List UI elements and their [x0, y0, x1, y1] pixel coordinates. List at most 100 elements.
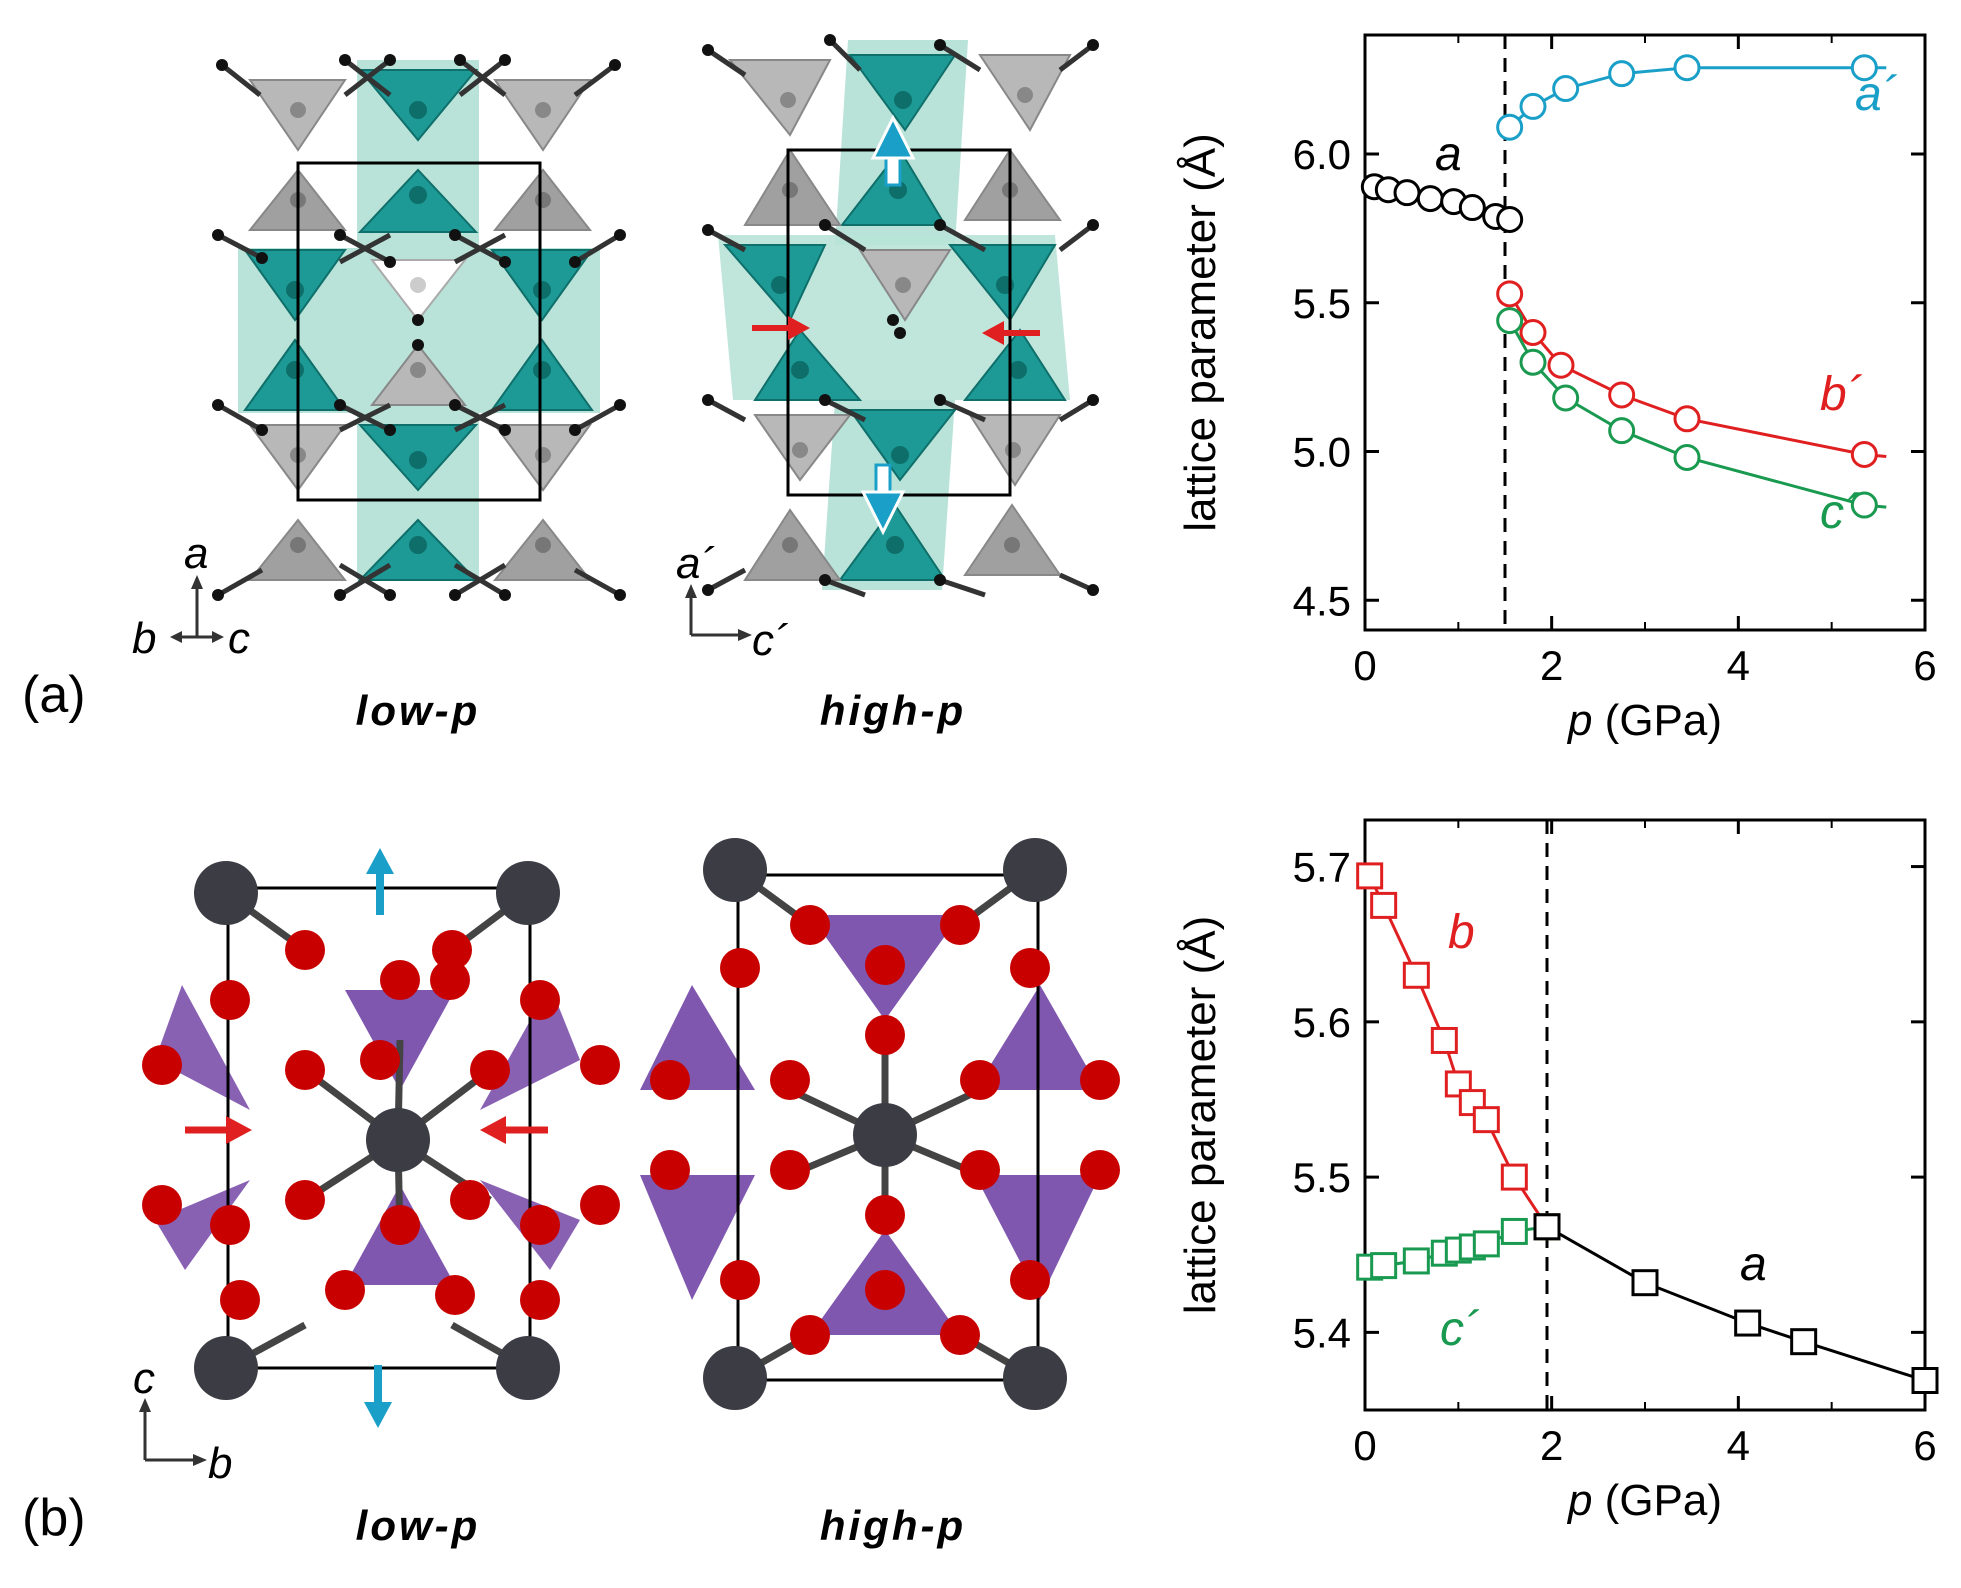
high-p-label-a: high-p — [820, 687, 966, 734]
panel-b-low-p-structure — [142, 848, 620, 1428]
cyan-arrow-up — [366, 848, 394, 915]
panel-b-low-axes: c b — [133, 1354, 232, 1488]
data-point — [1734, 1309, 1762, 1337]
x-tick-label: 2 — [1540, 642, 1563, 689]
panel-a-high-axes: a´ c´ — [676, 539, 789, 665]
purple-tetrahedron — [155, 985, 250, 1110]
gray-tetrahedron — [727, 59, 832, 137]
x-axis-title: p (GPa) — [1566, 1476, 1722, 1525]
data-point — [1496, 280, 1524, 308]
red-arrow-left — [480, 1116, 548, 1144]
y-tick-label: 5.6 — [1293, 999, 1351, 1046]
axis-label-b: b — [132, 614, 156, 663]
data-point — [1631, 1269, 1659, 1297]
series-line — [1546, 1225, 1926, 1382]
cyan-arrow-up — [870, 114, 916, 187]
y-axis-title: lattice parameter (Å) — [1176, 916, 1225, 1315]
data-point — [1416, 185, 1444, 213]
y-tick-label: 5.4 — [1293, 1309, 1351, 1356]
red-arrow-right — [185, 1116, 252, 1144]
panel-b-high-p-structure — [640, 838, 1120, 1410]
axis-label-a: a — [184, 529, 208, 578]
series-label: c´ — [1820, 486, 1860, 539]
oxygen-atoms — [650, 905, 1120, 1355]
data-point — [1673, 443, 1701, 471]
data-point — [1356, 862, 1384, 890]
data-point — [1552, 75, 1580, 103]
bonds — [216, 58, 622, 598]
x-tick-label: 0 — [1353, 1422, 1376, 1469]
oxygen-atoms — [142, 930, 620, 1320]
y-tick-label: 5.5 — [1293, 280, 1351, 327]
series-label: c´ — [1440, 1303, 1480, 1356]
data-point — [1547, 351, 1575, 379]
series-label: a — [1435, 128, 1462, 181]
y-tick-label: 6.0 — [1293, 131, 1351, 178]
axis-label-c-prime: c´ — [752, 616, 789, 665]
data-point — [1552, 384, 1580, 412]
data-point — [1393, 179, 1421, 207]
panel-a-high-p-structure — [702, 34, 1099, 598]
y-tick-label: 5.7 — [1293, 844, 1351, 891]
low-p-label-b: low-p — [356, 1502, 481, 1549]
series-label: a´ — [1855, 68, 1898, 121]
x-tick-label: 4 — [1727, 642, 1750, 689]
x-axis-title-unit: (GPa) — [1592, 696, 1722, 745]
data-point — [1850, 491, 1878, 519]
data-point — [1850, 54, 1878, 82]
data-point — [1370, 1252, 1398, 1280]
panel-label-b: (b) — [22, 1489, 86, 1547]
data-point — [1608, 417, 1636, 445]
x-tick-label: 4 — [1727, 1422, 1750, 1469]
teal-tetrahedron — [848, 409, 958, 482]
data-point — [1496, 307, 1524, 335]
cation-centers — [771, 87, 1033, 554]
x-tick-label: 6 — [1913, 642, 1936, 689]
data-point — [1850, 440, 1878, 468]
unit-cell — [736, 873, 1040, 1382]
atoms — [702, 34, 1099, 596]
atoms — [212, 54, 626, 601]
cation-atoms — [703, 838, 1067, 1410]
plot-frame — [1363, 33, 1927, 632]
data-point — [1673, 54, 1701, 82]
x-axis-title-unit: (GPa) — [1592, 1476, 1722, 1525]
data-point — [1533, 1213, 1561, 1241]
cation-atoms — [194, 861, 560, 1400]
y-axis-title: lattice parameter (Å) — [1176, 133, 1225, 532]
purple-tetrahedron — [155, 1180, 250, 1270]
series-label: b — [1448, 906, 1475, 959]
data-point — [1402, 1247, 1430, 1275]
data-point — [1519, 348, 1547, 376]
x-axis-title-symbol: p — [1566, 1476, 1592, 1525]
panel-a-low-axes: a b c — [132, 529, 250, 663]
data-point — [1519, 92, 1547, 120]
x-tick-label: 2 — [1540, 1422, 1563, 1469]
data-point — [1370, 891, 1398, 919]
teal-tetrahedron — [753, 328, 863, 401]
purple-tetrahedron — [640, 1175, 755, 1300]
data-point — [1472, 1230, 1500, 1258]
axis-label-b: b — [208, 1439, 232, 1488]
bonds — [706, 38, 1095, 598]
axis-label-c: c — [228, 614, 250, 663]
data-point — [1472, 1106, 1500, 1134]
series-label: b´ — [1820, 368, 1863, 421]
data-point — [1519, 319, 1547, 346]
data-point — [1430, 1026, 1458, 1054]
data-point — [1911, 1367, 1939, 1394]
y-tick-label: 5.5 — [1293, 1154, 1351, 1201]
data-point — [1402, 961, 1430, 989]
cyan-arrow-down — [364, 1365, 392, 1428]
data-point — [1790, 1328, 1818, 1356]
chart-b: 0 2 4 6 5.4 5.5 5.6 5.7 p (GPa) lattice parameter… — [1176, 818, 1939, 1525]
data-point — [1500, 1217, 1528, 1245]
data-point — [1673, 405, 1701, 433]
y-tick-label: 4.5 — [1293, 577, 1351, 624]
axis-label-a-prime: a´ — [676, 539, 715, 588]
low-p-label-a: low-p — [356, 687, 481, 734]
series-label: a — [1740, 1238, 1767, 1291]
unit-cell — [296, 161, 542, 502]
panel-label-a: (a) — [22, 666, 86, 724]
